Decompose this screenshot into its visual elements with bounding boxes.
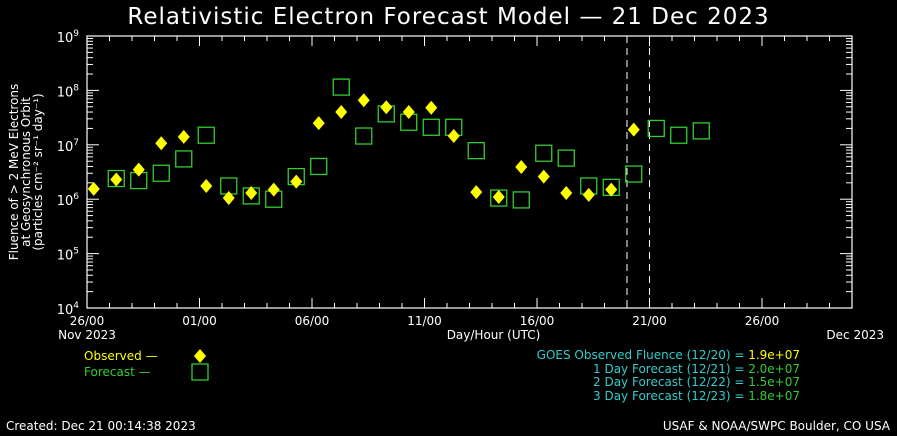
y-tick-label: 105: [57, 247, 79, 264]
observed-point: [605, 182, 618, 197]
forecast-point: [175, 150, 193, 168]
info-row: 3 Day Forecast (12/23) = 1.8e+07: [537, 388, 800, 404]
observed-point: [380, 100, 393, 115]
info-row: 2 Day Forecast (12/22) = 1.5e+07: [537, 375, 800, 390]
observed-point: [245, 186, 258, 201]
legend-forecast-marker: [191, 363, 209, 381]
legend-observed-marker: [194, 349, 206, 363]
observed-point: [627, 122, 640, 137]
observed-point: [87, 181, 100, 196]
y-tick-label: 109: [57, 29, 80, 46]
observed-point: [537, 169, 550, 184]
forecast-point: [197, 126, 215, 144]
observed-point: [155, 136, 168, 151]
y-axis-label: (particles cm⁻² sr⁻¹ day⁻¹): [31, 93, 45, 250]
info-label: 2 Day Forecast (12/22) =: [593, 375, 749, 389]
credit-text: USAF & NOAA/SWPC Boulder, CO USA: [662, 419, 890, 433]
observed-point: [312, 116, 325, 131]
forecast-point: [535, 144, 553, 162]
observed-point: [447, 129, 460, 144]
x-tick-label: 01/00: [182, 314, 217, 328]
info-label: 1 Day Forecast (12/21) =: [593, 361, 749, 376]
forecast-point: [670, 126, 688, 144]
y-axis-label: at Geosynchronous Orbit: [19, 97, 33, 247]
chart-title: Relativistic Electron Forecast Model — 2…: [127, 4, 770, 30]
y-tick-label: 108: [57, 83, 80, 100]
forecast-point: [467, 142, 485, 160]
y-axis-label: Fluence of > 2 MeV Electrons: [7, 84, 21, 261]
y-tick-label: 106: [57, 192, 80, 209]
info-value: 1.5e+07: [748, 375, 800, 389]
observed-point: [290, 174, 303, 189]
observed-point: [110, 172, 123, 187]
forecast-point: [310, 157, 328, 176]
forecast-point: [557, 149, 575, 167]
x-tick-label: 06/00: [295, 314, 330, 328]
observed-point: [200, 178, 213, 193]
observed-point: [425, 100, 438, 115]
forecast-point: [625, 165, 643, 183]
observed-point: [267, 182, 280, 197]
info-label: GOES Observed Fluence (12/20) =: [536, 348, 749, 362]
forecast-point: [355, 127, 373, 145]
observed-point: [335, 105, 348, 120]
info-value: 1.8e+07: [748, 388, 800, 403]
forecast-point: [512, 191, 530, 209]
plot-frame: [86, 35, 853, 309]
observed-point: [357, 93, 370, 108]
legend-observed-label: Observed —: [84, 349, 158, 363]
created-timestamp: Created: Dec 21 00:14:38 2023: [6, 419, 196, 433]
info-row: 1 Day Forecast (12/21) = 2.0e+07: [537, 361, 800, 377]
observed-point: [402, 105, 415, 120]
forecast-point: [152, 164, 170, 182]
x-tick-sublabel: Nov 2023: [58, 328, 116, 342]
x-axis-label: Day/Hour (UTC): [447, 328, 541, 342]
observed-point: [132, 162, 145, 177]
info-panel: GOES Observed Fluence (12/20) = 1.9e+07 1…: [536, 348, 800, 404]
x-tick-label: 26/00: [70, 314, 105, 328]
forecast-point: [692, 122, 710, 140]
observed-point: [470, 185, 483, 200]
forecast-point: [422, 118, 440, 136]
info-value: 1.9e+07: [748, 348, 800, 362]
info-label: 3 Day Forecast (12/23) =: [593, 388, 749, 403]
x-tick-label: 21/00: [632, 314, 667, 328]
observed-point: [492, 189, 505, 204]
legend-forecast-label: Forecast —: [84, 365, 151, 379]
observed-point: [515, 160, 528, 175]
y-tick-label: 104: [57, 301, 80, 318]
observed-point: [222, 191, 235, 206]
info-row: GOES Observed Fluence (12/20) = 1.9e+07: [536, 348, 800, 363]
x-tick-label: 11/00: [407, 314, 442, 328]
x-axis-end-label: Dec 2023: [826, 328, 884, 342]
forecast-point: [332, 78, 350, 96]
forecast-point: [647, 119, 665, 138]
observed-point: [560, 186, 573, 201]
x-tick-label: 16/00: [520, 314, 555, 328]
observed-point: [177, 129, 190, 144]
y-tick-label: 107: [57, 138, 79, 155]
x-tick-label: 26/00: [745, 314, 780, 328]
observed-point: [582, 187, 595, 202]
info-value: 2.0e+07: [748, 361, 800, 376]
